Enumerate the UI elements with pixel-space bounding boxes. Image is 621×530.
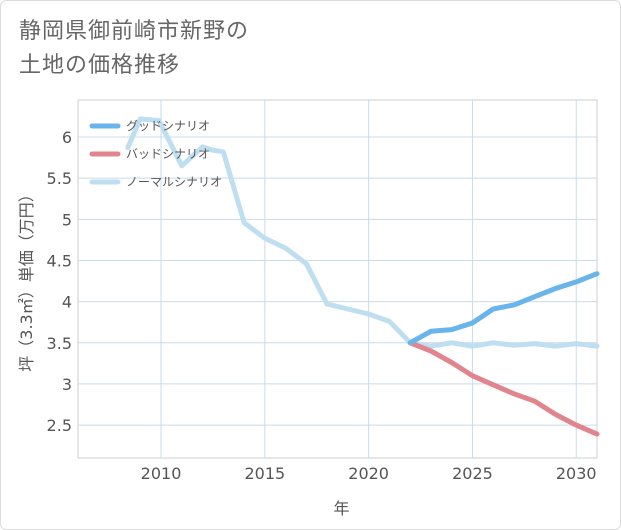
legend-label: バッドシナリオ bbox=[126, 147, 210, 161]
series-line bbox=[125, 116, 600, 349]
grid bbox=[77, 99, 598, 459]
y-tick-label: 2.5 bbox=[47, 416, 72, 435]
y-axis-label: 坪（3.3㎡）単価（万円） bbox=[17, 186, 36, 371]
legend-label: ノーマルシナリオ bbox=[126, 175, 222, 189]
y-tick-label: 5.5 bbox=[47, 169, 72, 188]
y-tick-label: 4.5 bbox=[47, 251, 72, 270]
chart-title: 静岡県御前崎市新野の 土地の価格推移 bbox=[19, 15, 359, 83]
x-tick-label: 2030 bbox=[556, 464, 597, 483]
y-tick-label: 3.5 bbox=[47, 334, 72, 353]
axes: 2010 2015 2020 2025 2030 2.5 3 3.5 4 4.5 5 5.5 6 bbox=[47, 128, 597, 483]
title-line-1: 静岡県御前崎市新野の bbox=[19, 19, 250, 44]
y-tick-label: 4 bbox=[62, 293, 72, 312]
y-tick-label: 5 bbox=[62, 210, 72, 229]
y-tick-label: 3 bbox=[62, 375, 72, 394]
legend-label: グッドシナリオ bbox=[126, 119, 210, 133]
x-tick-label: 2015 bbox=[244, 464, 285, 483]
plot-border bbox=[77, 99, 598, 459]
series-lines bbox=[125, 116, 600, 437]
series-line bbox=[407, 340, 600, 437]
series-line bbox=[407, 271, 600, 346]
x-tick-label: 2010 bbox=[141, 464, 182, 483]
x-tick-label: 2025 bbox=[452, 464, 493, 483]
x-axis-label: 年 bbox=[333, 499, 349, 518]
y-tick-label: 6 bbox=[62, 128, 72, 147]
title-line-2: 土地の価格推移 bbox=[19, 53, 181, 78]
axis-labels: 年 坪（3.3㎡）単価（万円） bbox=[17, 186, 350, 518]
x-tick-label: 2020 bbox=[348, 464, 389, 483]
